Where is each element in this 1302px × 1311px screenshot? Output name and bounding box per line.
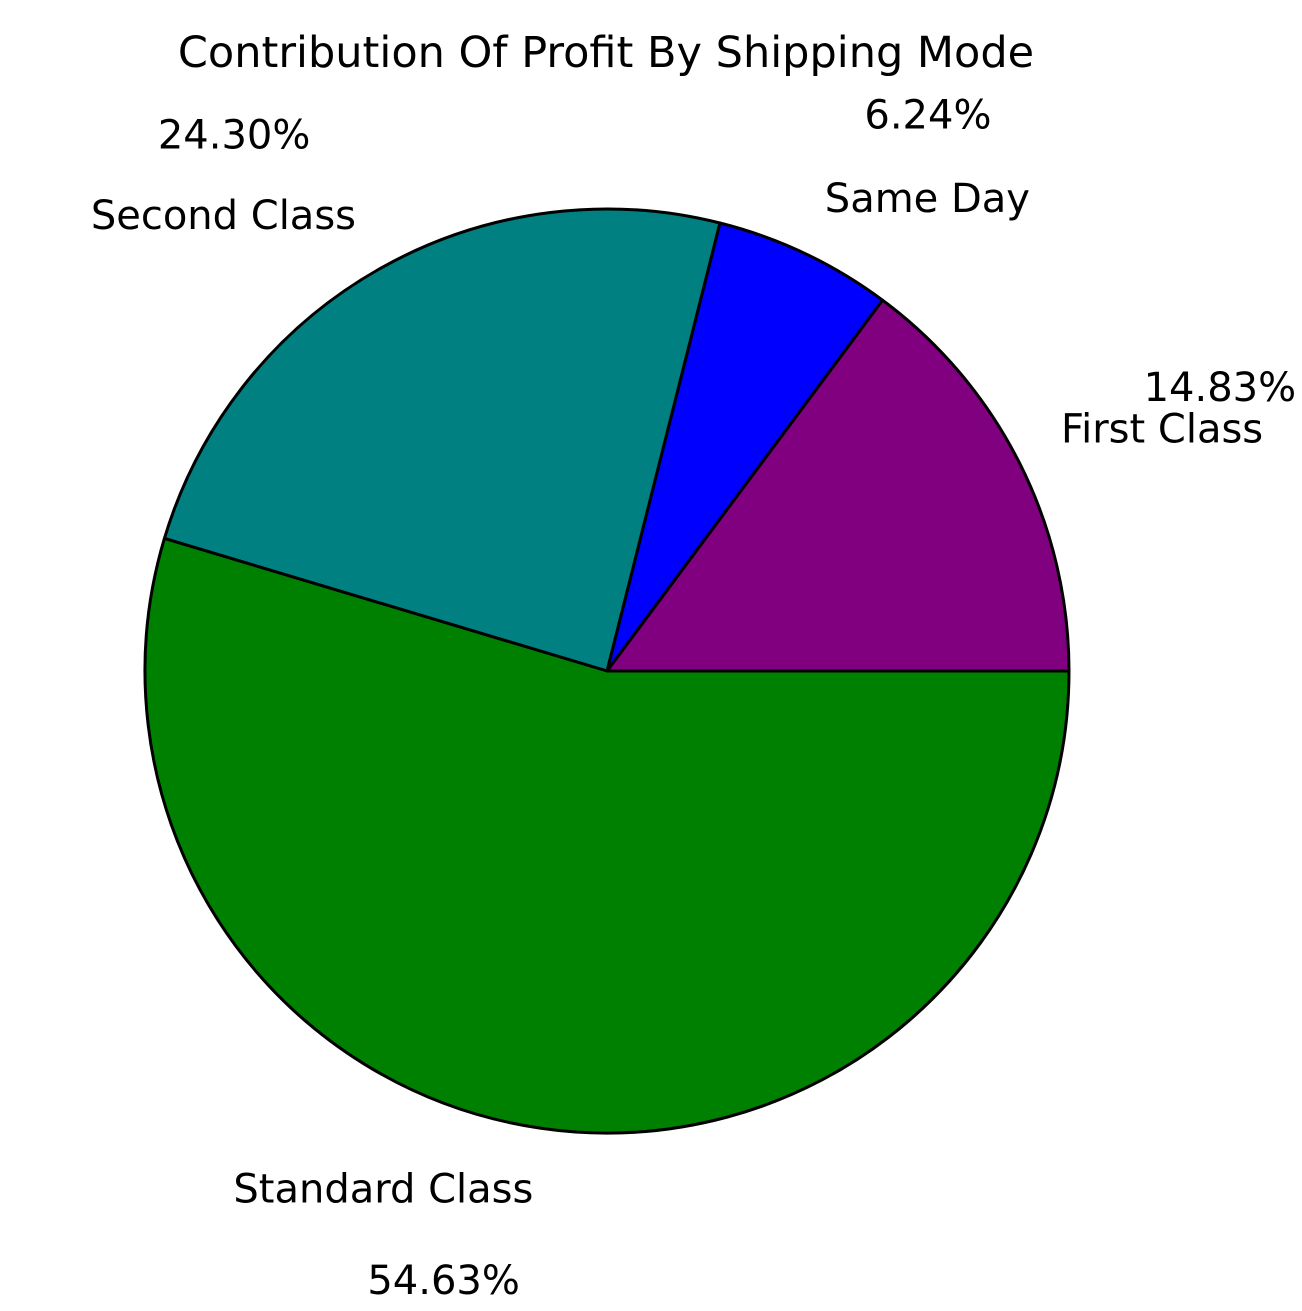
label-first-class: First Class [1061,407,1263,453]
pie-slices [143,207,1071,1135]
pct-second-class: 24.30% [158,113,311,159]
label-standard-class: Standard Class [233,1167,533,1213]
chart-title: Contribution Of Profit By Shipping Mode [178,28,1034,78]
pct-same-day: 6.24% [864,92,991,138]
slice-same-day [605,221,885,673]
label-same-day: Same Day [825,176,1030,222]
slice-first-class [605,298,1071,673]
slice-second-class [162,207,722,673]
label-second-class: Second Class [91,193,356,239]
pct-first-class: 14.83% [1144,365,1297,411]
slice-standard-class [143,536,1071,1135]
pct-standard-class: 54.63% [367,1258,520,1304]
